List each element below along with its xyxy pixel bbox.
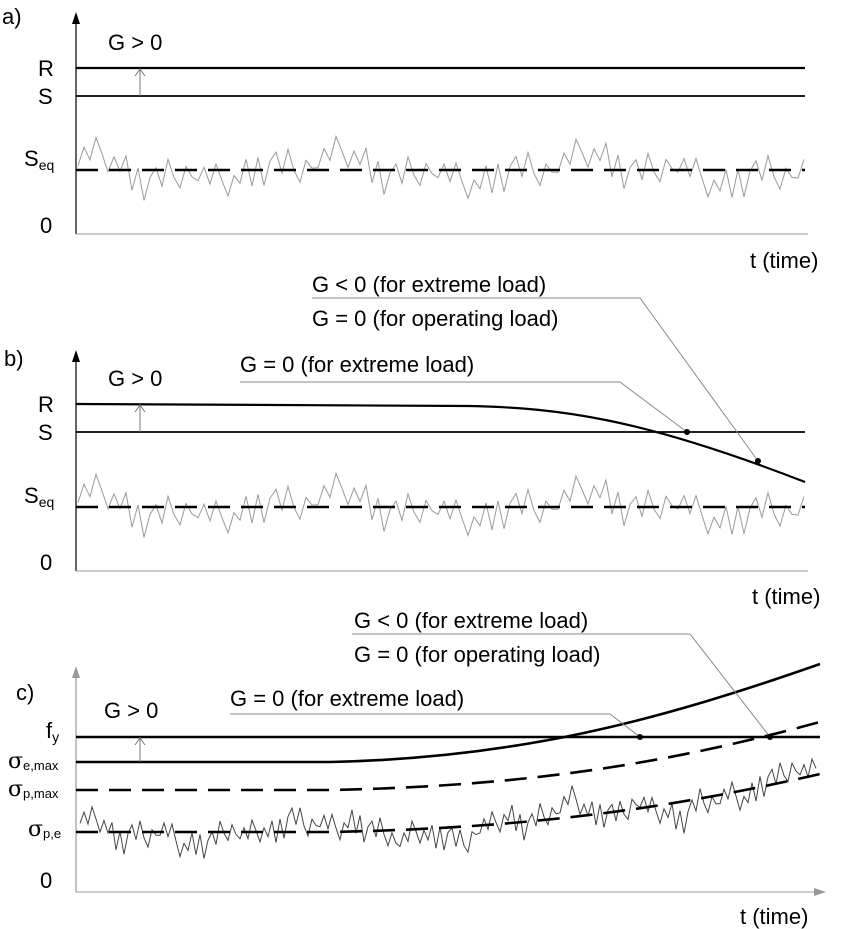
panel-b-extreme-neg-annotation: G < 0 (for extreme load): [312, 272, 546, 297]
panel-a-label-R: R: [38, 56, 54, 81]
panel-a-label-S: S: [38, 84, 53, 109]
panel-c-label-zero: 0: [40, 868, 52, 893]
panel-b-y-arrow: [72, 350, 80, 362]
panel-a-label: a): [2, 4, 22, 29]
panel-b-degrading-resistance-curve: [75, 402, 806, 484]
panel-a: a) G > 0 R S Seq 0 t (time): [2, 4, 818, 273]
panel-c-label-sigma-p-e: σp,e: [28, 817, 61, 842]
panel-a-margin-label: G > 0: [108, 30, 162, 55]
panel-b: b) G < 0 (for extreme load) G = 0 (for o…: [4, 272, 820, 609]
panel-c-margin-label: G > 0: [104, 698, 158, 723]
panel-c-extreme-leader: [609, 713, 641, 738]
panel-c: c) G < 0 (for extreme load) G = 0 (for o…: [8, 608, 826, 929]
panel-c-label-sigma-e-max: σe,max: [8, 749, 59, 774]
panel-c-x-label: t (time): [740, 904, 808, 929]
panel-c-label-sigma-p-max: σp,max: [8, 777, 59, 802]
panel-b-operating-stress-signal: [77, 471, 805, 538]
panel-b-label-R: R: [38, 392, 54, 417]
panel-b-margin-label: G > 0: [108, 366, 162, 391]
panel-a-y-arrow: [72, 12, 80, 24]
panel-c-equivalent-operating-stress-curve: [76, 772, 821, 834]
panel-b-extreme-leader: [619, 381, 688, 433]
panel-b-label: b): [4, 346, 24, 371]
panel-a-operating-stress-signal: [77, 134, 805, 201]
panel-b-operating-failure-point: [755, 458, 761, 464]
panel-c-operating-stress-signal: [79, 757, 817, 859]
panel-c-extreme-zero-annotation: G = 0 (for extreme load): [230, 686, 464, 711]
panel-a-label-zero: 0: [40, 213, 52, 238]
panel-b-margin-arrow: [134, 404, 146, 413]
panel-c-extreme-stress-curve: [76, 662, 821, 764]
panel-b-extreme-failure-point: [684, 429, 690, 435]
panel-c-x-arrow: [814, 888, 826, 896]
panel-b-label-S: S: [38, 420, 53, 445]
panel-b-operating-zero-annotation: G = 0 (for operating load): [312, 306, 558, 331]
panel-c-label: c): [16, 680, 34, 705]
panel-a-label-Seq: Seq: [24, 146, 54, 173]
panel-b-x-label: t (time): [752, 584, 820, 609]
panel-c-operating-leader: [689, 633, 771, 738]
panel-c-extreme-neg-annotation: G < 0 (for extreme load): [354, 608, 588, 633]
panel-c-margin-arrow: [134, 737, 146, 746]
panel-b-label-Seq: Seq: [24, 483, 54, 510]
panel-c-label-fy: fy: [46, 718, 59, 745]
panel-c-operating-failure-point: [767, 734, 773, 740]
panel-b-label-zero: 0: [40, 550, 52, 575]
panel-a-margin-arrow: [134, 68, 146, 77]
panel-b-operating-leader: [639, 297, 759, 462]
panel-c-max-operating-stress-curve: [76, 720, 821, 792]
panel-c-extreme-failure-point: [637, 734, 643, 740]
panel-b-extreme-zero-annotation: G = 0 (for extreme load): [240, 352, 474, 377]
panel-c-y-arrow: [72, 666, 80, 678]
panel-c-operating-zero-annotation: G = 0 (for operating load): [354, 642, 600, 667]
panel-a-x-label: t (time): [750, 248, 818, 273]
